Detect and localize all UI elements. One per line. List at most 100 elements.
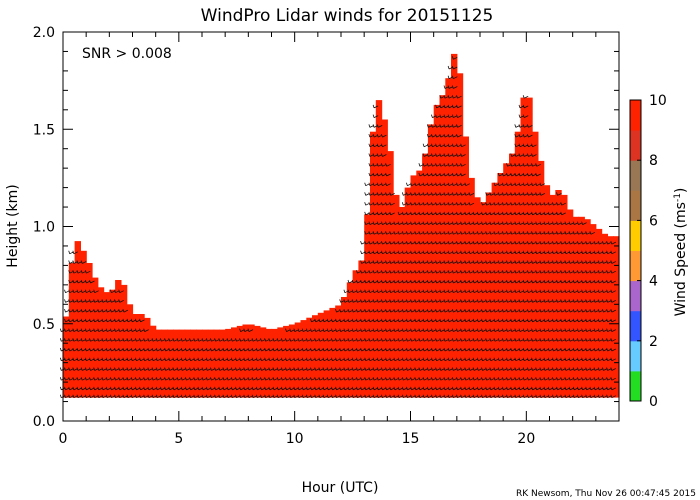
wind-barb-row <box>443 85 458 89</box>
colorbar-segment <box>630 310 641 342</box>
data-cell <box>132 314 139 398</box>
data-cell <box>138 314 145 398</box>
data-cell <box>167 329 174 398</box>
wind-barb-row <box>368 143 537 148</box>
y-tick-label: 0.0 <box>33 414 55 430</box>
colorbar-segment <box>630 370 641 402</box>
wind-barb-row <box>64 299 616 303</box>
data-cell <box>196 329 203 398</box>
data-cell <box>566 209 574 398</box>
wind-barb-row <box>368 153 537 157</box>
wind-barb-row <box>451 56 458 60</box>
data-cell <box>601 233 608 398</box>
data-cell <box>375 100 383 398</box>
data-cell <box>613 236 620 398</box>
colorbar-tick-label: 2 <box>649 334 658 350</box>
wind-barb-row <box>372 104 529 109</box>
data-cell <box>485 192 493 398</box>
colorbar-segment <box>630 100 641 131</box>
y-tick-label: 1.0 <box>33 220 55 236</box>
data-cell <box>451 53 458 398</box>
wind-barb-row <box>372 114 529 118</box>
data-cell <box>427 124 435 398</box>
data-cell <box>480 202 487 398</box>
x-tick-label: 10 <box>286 431 304 447</box>
data-cell <box>300 320 307 398</box>
data-cell <box>410 175 417 398</box>
colorbar-tick-label: 8 <box>649 153 658 169</box>
colorbar-tick-label: 0 <box>649 394 658 410</box>
colorbar: 0 2 4 6 8 10 <box>629 93 667 410</box>
x-tick-label: 0 <box>59 431 68 447</box>
data-cell <box>514 131 522 398</box>
wind-barb-row <box>68 270 616 274</box>
data-cell <box>422 153 429 398</box>
data-cell <box>312 315 319 398</box>
wind-barb-row <box>364 202 566 206</box>
data-cell <box>572 216 580 398</box>
wind-barb-row <box>68 279 616 284</box>
data-cell <box>161 329 168 398</box>
wind-barb-row <box>68 250 616 255</box>
data-cell <box>213 329 220 398</box>
data-cell <box>433 104 441 398</box>
data-cell <box>509 153 516 398</box>
data-cell <box>63 316 70 398</box>
data-cell <box>207 329 215 398</box>
data-cell <box>416 170 423 398</box>
wind-barb-row <box>364 182 546 187</box>
colorbar-segment <box>630 250 641 282</box>
data-cell <box>520 97 527 398</box>
data-cells <box>63 53 620 398</box>
data-cell <box>381 119 388 398</box>
data-cell <box>329 307 336 398</box>
data-cell <box>352 270 359 398</box>
data-cell <box>74 241 81 398</box>
data-cell <box>109 289 116 398</box>
data-cell <box>277 327 284 398</box>
data-cell <box>225 328 232 398</box>
data-cell <box>537 160 545 398</box>
footer-credit: RK Newsom, Thu Nov 26 00:47:45 2015 <box>516 489 696 499</box>
wind-barb-row <box>368 172 541 177</box>
colorbar-tick-label: 6 <box>649 213 658 229</box>
wind-barb-row <box>368 133 533 138</box>
snr-annotation: SNR > 0.008 <box>82 46 172 62</box>
data-cell <box>578 216 585 398</box>
data-cell <box>555 190 562 398</box>
wind-barb-row <box>364 192 562 196</box>
colorbar-frame <box>629 99 642 402</box>
colorbar-segment <box>630 190 641 221</box>
data-cell <box>149 325 157 398</box>
data-cell <box>236 325 244 398</box>
data-cell <box>202 329 209 398</box>
data-cell <box>190 329 197 398</box>
wind-barb-row <box>64 289 616 294</box>
data-cell <box>259 327 267 398</box>
colorbar-segment <box>630 220 641 251</box>
colorbar-segment <box>630 340 641 372</box>
data-cell <box>584 219 591 398</box>
x-tick-label: 15 <box>402 431 420 447</box>
data-cell <box>445 78 452 398</box>
data-cell <box>462 136 469 398</box>
colorbar-tick-label: 4 <box>649 274 658 290</box>
data-cell <box>393 194 400 398</box>
data-cell <box>341 297 348 398</box>
wind-barb-row <box>64 318 616 323</box>
data-cell <box>97 287 105 398</box>
data-cell <box>115 280 122 398</box>
data-cell <box>231 327 238 398</box>
data-cell <box>595 228 603 398</box>
colorbar-segment <box>630 130 641 161</box>
data-cell <box>607 236 614 398</box>
x-tick-label: 5 <box>174 431 183 447</box>
data-cell <box>184 329 191 398</box>
data-cell <box>561 194 568 398</box>
data-cell <box>491 182 498 398</box>
data-cell <box>549 194 556 398</box>
y-tick-label: 1.5 <box>33 122 55 138</box>
y-tick-label: 0.5 <box>33 317 55 333</box>
data-cell <box>254 325 261 398</box>
